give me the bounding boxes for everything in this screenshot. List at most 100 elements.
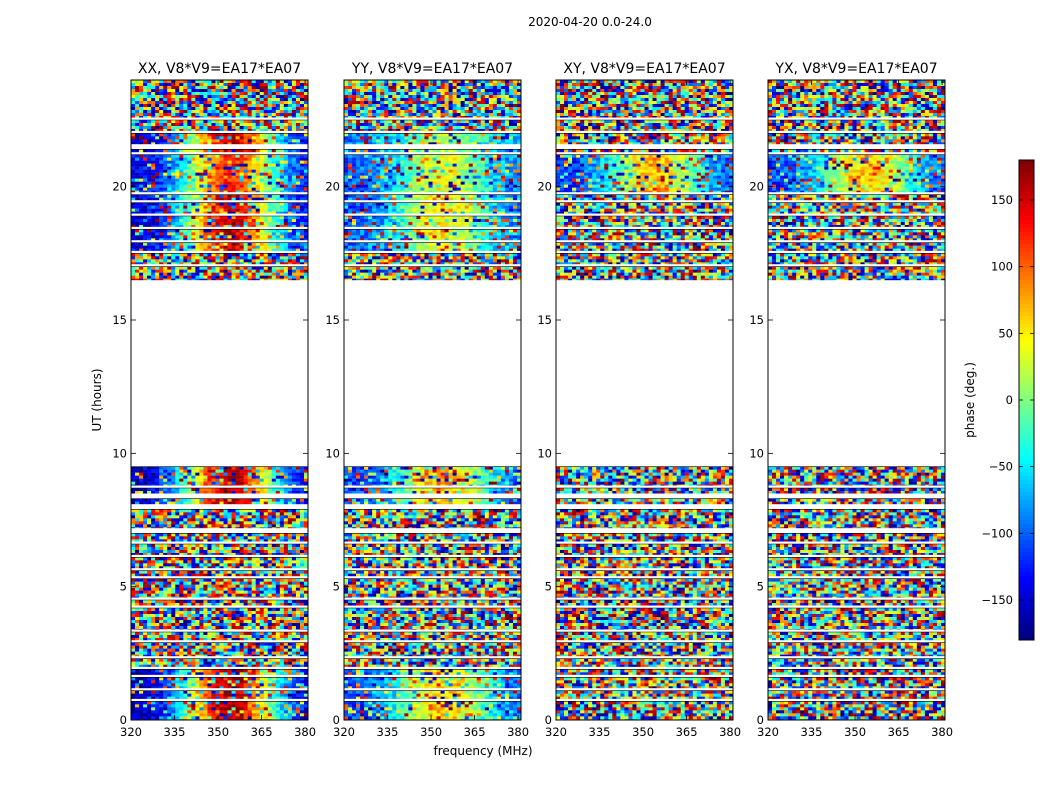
x-tick-label: 380 [719,725,741,739]
y-tick-label: 20 [537,180,552,194]
x-tick-label: 365 [464,725,486,739]
colorbar-band [1019,436,1034,441]
colorbar-band [1019,216,1034,221]
colorbar-tick-label: 150 [991,193,1013,207]
colorbar-band [1019,468,1034,473]
colorbar-band [1019,328,1034,333]
colorbar-band [1019,596,1034,601]
colorbar-band [1019,632,1034,637]
y-tick-label: 15 [749,313,764,327]
colorbar-band [1019,240,1034,245]
panels-group: XX, V8*V9=EA17*EA07 320 335 350 365 380 0 5 10 15… [112,61,953,739]
colorbar-band [1019,364,1034,369]
colorbar-label: phase (deg.) [963,362,977,438]
y-tick-label: 10 [325,446,340,460]
x-tick-label: 350 [632,725,654,739]
colorbar-band [1019,200,1034,205]
x-tick-label: 320 [120,725,142,739]
x-axis-label: frequency (MHz) [433,744,532,758]
colorbar-band [1019,376,1034,381]
colorbar-band [1019,508,1034,513]
y-axis-label: UT (hours) [90,368,104,431]
phase-heatmap [768,80,945,720]
colorbar-band [1019,400,1034,405]
colorbar-band [1019,572,1034,577]
x-tick-label: 365 [251,725,273,739]
colorbar-band [1019,352,1034,357]
colorbar-band [1019,520,1034,525]
panel-title: YY, V8*V9=EA17*EA07 [351,61,513,77]
colorbar-band [1019,636,1034,641]
y-tick-label: 0 [545,713,552,727]
colorbar-band [1019,304,1034,309]
colorbar-band [1019,420,1034,425]
colorbar-band [1019,384,1034,389]
y-tick-label: 15 [325,313,340,327]
colorbar-band [1019,320,1034,325]
colorbar-band [1019,248,1034,253]
colorbar-band [1019,612,1034,617]
colorbar-band [1019,408,1034,413]
colorbar-band [1019,440,1034,445]
y-tick-label: 10 [112,446,127,460]
y-tick-label: 5 [333,580,340,594]
colorbar-band [1019,184,1034,189]
colorbar-band [1019,160,1034,165]
colorbar-band [1019,556,1034,561]
colorbar-tick-label: −150 [981,593,1013,607]
colorbar-band [1019,252,1034,257]
panel-xx: XX, V8*V9=EA17*EA07 320 335 350 365 380 0 5 10 15… [112,61,316,739]
colorbar-band [1019,368,1034,373]
colorbar-band [1019,232,1034,237]
colorbar-band [1019,380,1034,385]
panel-xy: XY, V8*V9=EA17*EA07 320 335 350 365 380 0 5 10 15… [537,61,741,739]
colorbar-band [1019,588,1034,593]
colorbar-band [1019,528,1034,533]
x-tick-label: 350 [844,725,866,739]
colorbar-band [1019,276,1034,281]
colorbar-band [1019,464,1034,469]
y-tick-label: 0 [120,713,127,727]
x-tick-label: 335 [164,725,186,739]
colorbar-band [1019,188,1034,193]
colorbar-band [1019,428,1034,433]
x-tick-label: 320 [757,725,779,739]
colorbar-band [1019,600,1034,605]
colorbar-band [1019,348,1034,353]
phase-heatmap [131,80,308,720]
colorbar-band [1019,176,1034,181]
colorbar-band [1019,180,1034,185]
colorbar-band [1019,228,1034,233]
x-tick-label: 350 [420,725,442,739]
colorbar-band [1019,472,1034,477]
colorbar-band [1019,356,1034,361]
colorbar-tick-label: 50 [998,326,1013,340]
colorbar-band [1019,316,1034,321]
colorbar-band [1019,492,1034,497]
y-tick-label: 0 [757,713,764,727]
x-tick-label: 380 [507,725,529,739]
colorbar-band [1019,396,1034,401]
colorbar-band [1019,448,1034,453]
y-tick-label: 10 [749,446,764,460]
panel-frame [555,79,734,721]
colorbar-band [1019,172,1034,177]
colorbar-band [1019,444,1034,449]
phase-heatmap [344,80,521,720]
colorbar-band [1019,568,1034,573]
colorbar-band [1019,416,1034,421]
colorbar-band [1019,616,1034,621]
colorbar-tick-label: 0 [1006,393,1013,407]
colorbar-band [1019,336,1034,341]
colorbar-band [1019,272,1034,277]
y-tick-label: 0 [333,713,340,727]
colorbar-band [1019,456,1034,461]
colorbar-band [1019,592,1034,597]
colorbar: 150 100 50 0 −50 −100 −150 [981,159,1035,641]
y-tick-label: 5 [120,580,127,594]
colorbar-band [1019,340,1034,345]
colorbar-band [1019,236,1034,241]
colorbar-band [1019,308,1034,313]
colorbar-band [1019,344,1034,349]
colorbar-band [1019,552,1034,557]
